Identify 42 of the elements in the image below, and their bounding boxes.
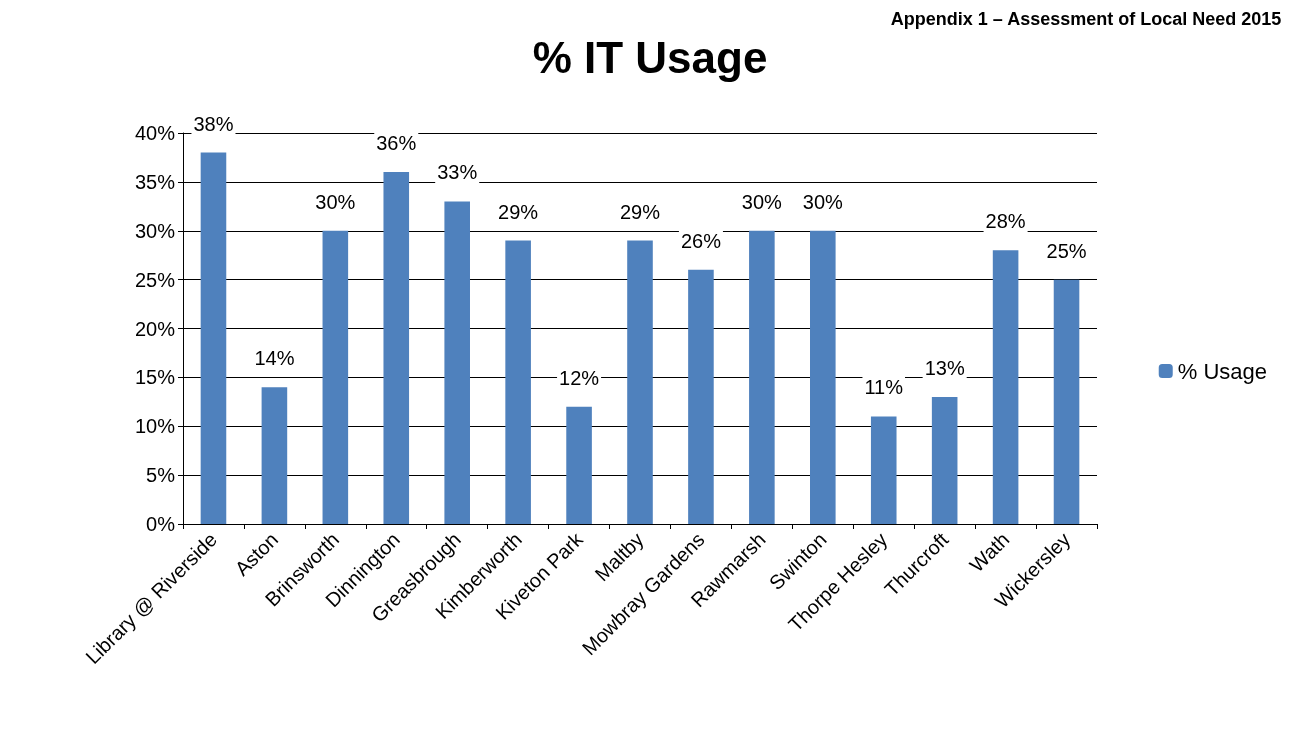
data-label: 29% (619, 200, 661, 223)
bar (505, 240, 531, 524)
y-tick-label: 0% (146, 513, 176, 535)
bar (749, 230, 775, 524)
bar (200, 152, 227, 524)
y-tick-label: 35% (134, 170, 176, 193)
chart-title: % IT Usage (532, 32, 768, 82)
bar (383, 172, 410, 524)
data-label: 30% (315, 190, 356, 213)
bar (627, 240, 653, 524)
data-label: 13% (924, 356, 965, 379)
data-label: 30% (741, 190, 783, 213)
y-tick-label: 15% (134, 366, 176, 389)
bar (322, 230, 349, 524)
data-label: 28% (985, 210, 1026, 233)
data-label: 38% (193, 112, 234, 135)
y-tick-label: 30% (134, 219, 176, 242)
data-label: 11% (864, 376, 904, 399)
data-label: 25% (1046, 239, 1087, 262)
y-tick-label: 5% (146, 464, 176, 487)
bar (566, 406, 592, 524)
legend-label: % Usage (1177, 358, 1268, 384)
bar (810, 230, 836, 524)
y-tick-label: 25% (134, 268, 176, 291)
bar (444, 201, 470, 524)
y-tick-label: 40% (134, 122, 176, 144)
bar (870, 416, 897, 524)
data-label: 14% (254, 347, 295, 370)
y-tick-label: 10% (134, 415, 176, 438)
bar (688, 269, 714, 524)
data-label: 36% (376, 132, 417, 155)
bar (931, 396, 958, 524)
data-label: 26% (680, 229, 722, 252)
bar (261, 387, 288, 524)
data-label: 29% (498, 200, 539, 223)
y-tick-label: 20% (134, 317, 176, 340)
text: Appendix 1 – Assessment of Local Need 2015 (890, 9, 1282, 29)
data-label: 30% (802, 190, 844, 213)
bar (1053, 279, 1080, 524)
data-label: 33% (437, 161, 478, 184)
data-label: 12% (559, 366, 600, 389)
bar (992, 250, 1019, 524)
